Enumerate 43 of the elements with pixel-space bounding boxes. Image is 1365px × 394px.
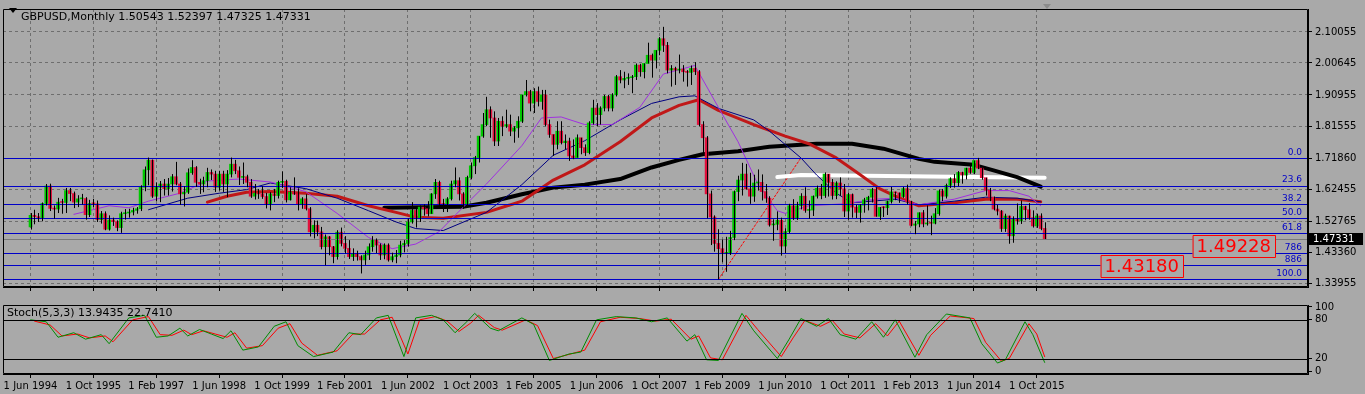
- x-tick-label: 1 Jun 2006: [569, 379, 624, 391]
- x-tick-label: 1 Oct 2015: [1009, 379, 1065, 391]
- y-tick-label: 1.81555: [1315, 119, 1357, 131]
- y-tick-label: 1.90955: [1315, 88, 1357, 100]
- x-tick-label: 1 Jun 2010: [758, 379, 813, 391]
- y-tick-label: 0: [1315, 365, 1322, 377]
- annotation: 50.0: [1281, 206, 1303, 217]
- annotation: 786: [1284, 241, 1303, 252]
- y-tick-label: 2.00645: [1315, 56, 1357, 68]
- y-tick-label: 1.43360: [1315, 245, 1357, 257]
- x-tick-label: 1 Feb 1997: [128, 379, 185, 391]
- y-tick-label: 1.52765: [1315, 214, 1357, 226]
- x-tick-label: 1 Feb 2005: [505, 379, 562, 391]
- annotation: 38.2: [1281, 192, 1302, 203]
- y-tick-label: 1.62455: [1315, 182, 1357, 194]
- annotation: 0.0: [1287, 146, 1303, 157]
- annotation: 61.8: [1281, 221, 1303, 232]
- x-tick-label: 1 Oct 1999: [254, 379, 310, 391]
- annotation: 23.6: [1281, 174, 1303, 185]
- x-tick-label: 1 Jun 1994: [3, 379, 58, 391]
- ref-line-label: 1.43180: [1104, 254, 1179, 276]
- ref-line-label: 1.47331: [1313, 232, 1355, 244]
- chart-title: Stoch(5,3,3) 13.9435 22.7410: [7, 306, 173, 320]
- annotation: 886: [1284, 253, 1303, 264]
- y-tick-label: 100: [1315, 300, 1335, 312]
- x-tick-label: 1 Oct 2007: [631, 379, 688, 391]
- x-tick-label: 1 Jun 2002: [380, 379, 435, 391]
- y-tick-label: 2.10055: [1315, 25, 1357, 37]
- x-tick-label: 1 Feb 2001: [317, 379, 373, 391]
- ref-line-label: 1.49228: [1196, 234, 1271, 256]
- annotation: 100.0: [1276, 268, 1303, 279]
- x-tick-label: 1 Feb 2013: [883, 379, 939, 391]
- x-tick-label: 1 Jun 2014: [946, 379, 1001, 391]
- x-tick-label: 1 Feb 2009: [694, 379, 751, 391]
- x-tick-label: 1 Jun 1998: [192, 379, 247, 391]
- chart-title: GBPUSD,Monthly 1.50543 1.52397 1.47325 1.47331: [21, 10, 311, 24]
- x-tick-label: 1 Oct 2003: [443, 379, 499, 391]
- y-tick-label: 1.33955: [1315, 276, 1357, 288]
- y-tick-label: 1.71860: [1315, 151, 1357, 163]
- x-tick-label: 1 Oct 2011: [820, 379, 876, 391]
- x-tick-label: 1 Oct 1995: [65, 379, 122, 391]
- y-tick-label: 20: [1315, 352, 1328, 364]
- y-tick-label: 80: [1315, 313, 1328, 325]
